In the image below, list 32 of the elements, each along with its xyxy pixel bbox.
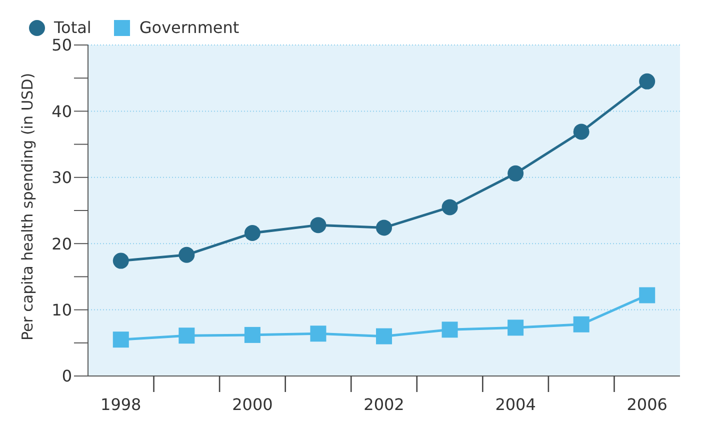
legend-label: Total <box>54 18 92 37</box>
y-tick-label: 10 <box>52 300 72 320</box>
point <box>310 326 326 342</box>
point <box>178 328 195 344</box>
point <box>573 124 590 140</box>
point <box>376 328 392 344</box>
point <box>112 332 129 348</box>
point <box>310 217 326 234</box>
point <box>639 73 656 90</box>
x-tick-label: 2002 <box>364 395 404 414</box>
point <box>178 246 195 263</box>
point <box>244 225 260 242</box>
point <box>508 320 524 336</box>
x-tick-label: 2000 <box>232 395 273 414</box>
y-tick-label: 20 <box>52 234 72 254</box>
x-tick-label: 2006 <box>626 395 668 414</box>
point <box>639 287 656 304</box>
y-tick-label: 40 <box>52 102 72 121</box>
y-tick-label: 0 <box>62 366 72 386</box>
y-axis-title: Per capita health spending (in USD) <box>18 72 36 340</box>
y-tick-label: 50 <box>52 36 72 55</box>
x-tick-label: 2004 <box>495 395 536 414</box>
point <box>442 322 458 338</box>
point <box>508 165 524 182</box>
point <box>112 252 129 269</box>
point <box>573 316 590 332</box>
point <box>244 326 260 343</box>
legend-label: Government <box>139 18 240 37</box>
point <box>442 199 458 216</box>
point <box>376 220 392 236</box>
x-tick-label: 1998 <box>100 395 142 414</box>
y-tick-label: 30 <box>52 168 72 188</box>
